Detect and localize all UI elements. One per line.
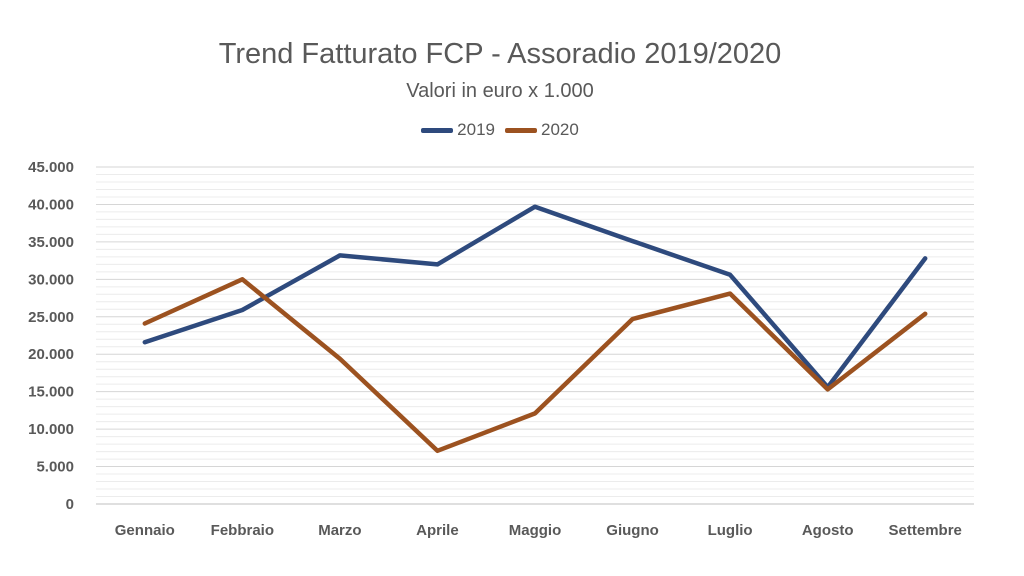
y-tick-label: 0 bbox=[66, 496, 74, 513]
y-tick-label: 30.000 bbox=[28, 271, 74, 288]
chart-title: Trend Fatturato FCP - Assoradio 2019/202… bbox=[218, 38, 782, 70]
y-tick-label: 45.000 bbox=[28, 159, 74, 176]
legend-swatch-2019 bbox=[421, 127, 454, 133]
x-tick-label: Maggio bbox=[509, 522, 562, 539]
y-tick-label: 25.000 bbox=[28, 309, 74, 326]
y-tick-label: 20.000 bbox=[28, 346, 74, 363]
legend-item-2019: 2019 bbox=[421, 120, 495, 140]
x-tick-label: Agosto bbox=[802, 522, 854, 539]
legend: 2019 2020 bbox=[0, 120, 1000, 140]
legend-label-2020: 2020 bbox=[541, 120, 579, 139]
legend-item-2020: 2020 bbox=[505, 120, 579, 140]
y-tick-label: 10.000 bbox=[28, 421, 74, 438]
legend-swatch-2020 bbox=[505, 127, 537, 133]
x-tick-label: Marzo bbox=[318, 522, 361, 539]
y-tick-label: 40.000 bbox=[28, 196, 74, 213]
y-tick-label: 5.000 bbox=[36, 459, 74, 476]
x-tick-label: Settembre bbox=[889, 522, 962, 539]
y-tick-label: 35.000 bbox=[28, 234, 74, 251]
x-tick-label: Aprile bbox=[416, 522, 459, 539]
x-tick-label: Gennaio bbox=[115, 522, 175, 539]
x-tick-label: Febbraio bbox=[211, 522, 274, 539]
x-tick-label: Luglio bbox=[708, 522, 753, 539]
legend-label-2019: 2019 bbox=[457, 120, 495, 139]
x-tick-label: Giugno bbox=[606, 522, 659, 539]
chart-subtitle: Valori in euro x 1.000 bbox=[406, 80, 594, 102]
y-tick-label: 15.000 bbox=[28, 384, 74, 401]
